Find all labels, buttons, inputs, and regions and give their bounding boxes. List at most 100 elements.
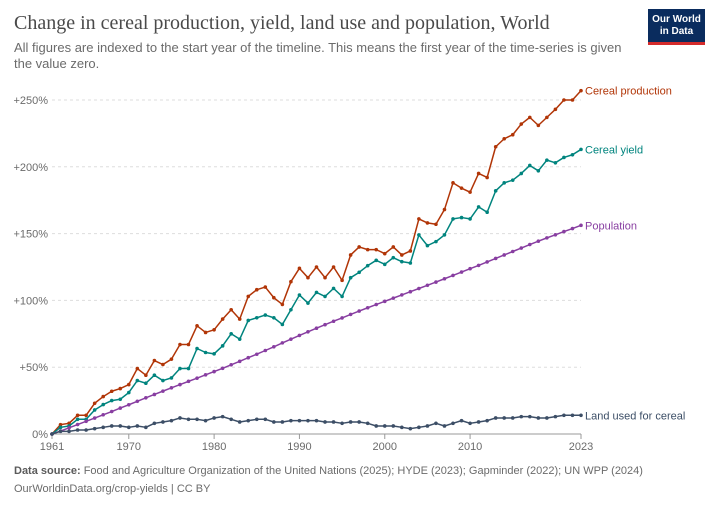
x-tick-label: 2000: [373, 441, 397, 453]
data-point-population: [212, 369, 216, 374]
data-point-population: [459, 270, 464, 274]
data-point-population: [186, 379, 191, 384]
data-point-land-used-for-cereal: [169, 418, 174, 423]
data-point-cereal-yield: [297, 293, 302, 297]
data-point-population: [84, 419, 88, 424]
source-url-line[interactable]: OurWorldinData.org/crop-yields | CC BY: [14, 483, 211, 495]
data-point-cereal-production: [493, 144, 498, 149]
data-point-land-used-for-cereal: [263, 417, 268, 422]
data-point-land-used-for-cereal: [579, 413, 583, 418]
data-point-cereal-yield: [195, 346, 199, 351]
data-point-cereal-yield: [553, 160, 558, 165]
data-point-cereal-production: [263, 285, 268, 289]
data-point-land-used-for-cereal: [553, 414, 558, 419]
data-point-population: [425, 283, 430, 288]
data-point-land-used-for-cereal: [118, 424, 123, 428]
data-point-population: [493, 256, 498, 261]
data-point-land-used-for-cereal: [297, 418, 302, 423]
data-point-cereal-production: [237, 317, 242, 321]
data-point-cereal-production: [476, 171, 481, 176]
data-point-population: [536, 239, 541, 244]
data-point-land-used-for-cereal: [442, 424, 447, 428]
chart-subtitle: All figures are indexed to the start yea…: [14, 40, 622, 71]
data-point-cereal-production: [374, 247, 379, 252]
data-point-land-used-for-cereal: [331, 420, 336, 424]
data-point-population: [579, 223, 583, 228]
data-point-land-used-for-cereal: [528, 414, 532, 419]
data-point-population: [476, 263, 481, 268]
data-point-cereal-production: [400, 253, 404, 257]
data-point-cereal-yield: [425, 243, 430, 248]
data-point-population: [126, 402, 131, 407]
data-point-population: [178, 382, 182, 387]
data-point-land-used-for-cereal: [186, 417, 191, 422]
y-tick-label: +200%: [13, 162, 48, 174]
data-point-cereal-yield: [101, 402, 105, 407]
data-point-land-used-for-cereal: [357, 420, 361, 424]
data-point-cereal-production: [570, 98, 575, 102]
data-point-cereal-production: [280, 302, 285, 307]
data-point-land-used-for-cereal: [391, 424, 396, 428]
data-point-land-used-for-cereal: [203, 418, 208, 423]
data-point-cereal-production: [553, 107, 558, 112]
data-point-cereal-yield: [579, 147, 583, 152]
data-point-cereal-yield: [434, 239, 438, 244]
x-tick-label: 2010: [458, 441, 482, 453]
owid-logo[interactable]: Our World in Data: [648, 9, 705, 45]
data-point-cereal-yield: [528, 163, 532, 168]
data-point-land-used-for-cereal: [408, 426, 413, 431]
data-point-cereal-production: [391, 245, 396, 249]
data-point-land-used-for-cereal: [510, 416, 515, 420]
data-point-land-used-for-cereal: [195, 417, 199, 422]
data-point-cereal-production: [306, 275, 310, 280]
data-point-land-used-for-cereal: [280, 420, 285, 424]
data-point-cereal-yield: [442, 233, 447, 237]
data-point-land-used-for-cereal: [314, 418, 319, 423]
data-point-cereal-yield: [417, 233, 421, 237]
series-line-cereal-production: [51, 90, 582, 435]
data-point-land-used-for-cereal: [536, 416, 541, 420]
data-point-cereal-yield: [391, 255, 396, 260]
data-point-cereal-production: [459, 186, 464, 190]
data-point-cereal-production: [331, 265, 336, 269]
data-point-population: [510, 249, 515, 254]
x-tick-label: 1990: [287, 441, 311, 453]
series-label-cereal-production: Cereal production: [585, 86, 672, 98]
data-point-land-used-for-cereal: [75, 428, 80, 432]
data-point-land-used-for-cereal: [323, 420, 327, 424]
data-point-cereal-yield: [220, 344, 225, 348]
data-point-population: [434, 280, 438, 284]
data-point-land-used-for-cereal: [400, 425, 404, 430]
data-point-population: [101, 412, 105, 417]
data-point-land-used-for-cereal: [144, 425, 148, 430]
data-point-cereal-yield: [203, 350, 208, 355]
data-point-population: [297, 333, 302, 338]
data-point-cereal-production: [144, 373, 148, 378]
data-point-cereal-production: [101, 394, 105, 399]
data-point-population: [400, 293, 404, 297]
data-point-cereal-production: [297, 266, 302, 271]
y-tick-label: +150%: [13, 229, 48, 241]
data-point-population: [348, 312, 353, 317]
data-point-land-used-for-cereal: [101, 425, 105, 430]
data-point-cereal-yield: [178, 366, 182, 371]
data-point-land-used-for-cereal: [229, 417, 233, 422]
data-point-cereal-production: [109, 389, 114, 394]
data-point-cereal-yield: [58, 425, 63, 430]
data-point-land-used-for-cereal: [254, 417, 259, 422]
data-point-land-used-for-cereal: [502, 416, 507, 420]
data-point-population: [169, 385, 174, 390]
data-point-cereal-yield: [468, 217, 472, 221]
data-point-population: [502, 253, 507, 257]
data-point-population: [357, 309, 361, 313]
data-point-cereal-production: [485, 175, 489, 180]
data-source-text: Food and Agriculture Organization of the…: [83, 465, 643, 477]
data-point-land-used-for-cereal: [306, 418, 310, 423]
data-point-cereal-yield: [545, 158, 549, 162]
data-point-cereal-production: [161, 362, 165, 367]
data-point-land-used-for-cereal: [126, 425, 131, 430]
data-point-land-used-for-cereal: [417, 425, 421, 430]
data-point-cereal-yield: [502, 181, 507, 185]
data-point-cereal-yield: [459, 215, 464, 220]
data-point-population: [314, 326, 319, 330]
